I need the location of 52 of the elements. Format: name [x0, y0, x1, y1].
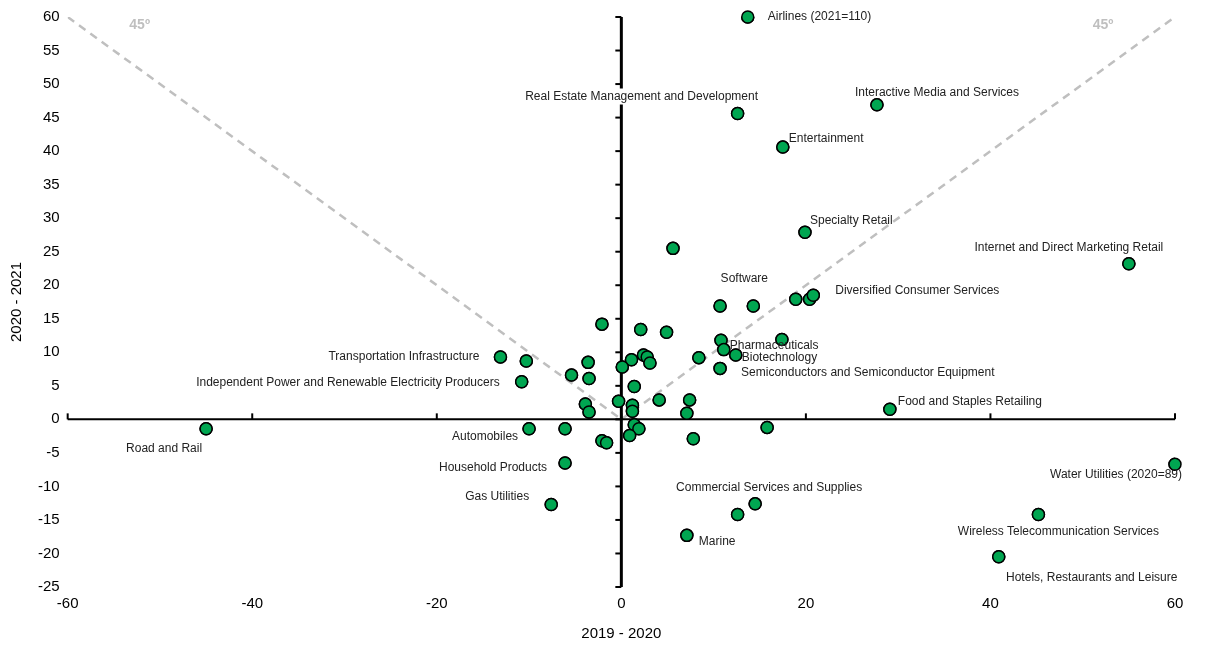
- x-tick-label: -20: [425, 594, 448, 612]
- y-tick-label: 35: [42, 174, 60, 192]
- x-tick-label: 20: [797, 594, 815, 612]
- y-tick-label: -5: [46, 443, 60, 461]
- annotation: Wireless Telecommunication Services: [957, 523, 1160, 538]
- y-tick-label: 0: [51, 409, 60, 427]
- annotation: Interactive Media and Services: [854, 85, 1019, 100]
- x-tick-label: 60: [1166, 594, 1184, 612]
- annotation: Commercial Services and Supplies: [676, 480, 863, 495]
- annotation: Independent Power and Renewable Electricity Producers: [196, 375, 500, 390]
- series-label: 45º: [129, 15, 151, 32]
- y-tick-label: 20: [42, 275, 60, 293]
- x-axis-title: 2019 - 2020: [581, 624, 662, 642]
- annotation: Software: [720, 271, 769, 286]
- annotation: Real Estate Management and Development: [525, 88, 759, 103]
- annotation: Airlines (2021=110): [767, 9, 872, 24]
- y-tick-label: 60: [42, 7, 60, 25]
- annotation: Water Utilities (2020=89): [1050, 466, 1182, 481]
- annotation: Biotechnology: [741, 350, 818, 365]
- y-tick-label: 25: [42, 241, 60, 259]
- x-tick-label: 40: [982, 594, 999, 612]
- y-tick-label: 30: [42, 208, 60, 226]
- x-tick-label: -60: [56, 594, 79, 612]
- y-axis-title: 2020 - 2021: [7, 261, 25, 343]
- annotation: Household Products: [438, 460, 548, 475]
- annotation: Automobiles: [452, 429, 519, 444]
- y-tick-label: 10: [42, 342, 60, 360]
- annotation: Specialty Retail: [809, 212, 893, 227]
- annotation: Internet and Direct Marketing Retail: [974, 240, 1164, 255]
- annotation: Transportation Infrastructure: [328, 349, 480, 364]
- series-label: 45º: [1092, 15, 1114, 32]
- y-tick-label: 50: [42, 74, 60, 92]
- annotation: Food and Staples Retailing: [897, 393, 1042, 408]
- y-tick-label: 5: [51, 375, 60, 393]
- annotation: Pharmaceuticals: [729, 337, 819, 352]
- annotation: Entertainment: [788, 131, 865, 146]
- annotation: Road and Rail: [126, 441, 203, 456]
- y-tick-label: 55: [42, 40, 60, 58]
- y-tick-label: -20: [37, 543, 60, 561]
- y-tick-label: 15: [42, 308, 60, 326]
- y-tick-label: -10: [37, 476, 60, 494]
- annotation: Gas Utilities: [465, 488, 530, 503]
- annotation: Hotels, Restaurants and Leisure: [1006, 570, 1178, 585]
- annotation: Diversified Consumer Services: [835, 282, 1000, 297]
- y-tick-label: 40: [42, 141, 60, 159]
- x-tick-label: 0: [617, 594, 626, 612]
- y-tick-label: -15: [37, 510, 60, 528]
- y-tick-label: 45: [42, 107, 60, 125]
- annotation: Semiconductors and Semiconductor Equipment: [741, 364, 996, 379]
- y-tick-label: -25: [37, 577, 60, 595]
- x-tick-label: -40: [241, 594, 264, 612]
- annotation: Marine: [698, 533, 736, 548]
